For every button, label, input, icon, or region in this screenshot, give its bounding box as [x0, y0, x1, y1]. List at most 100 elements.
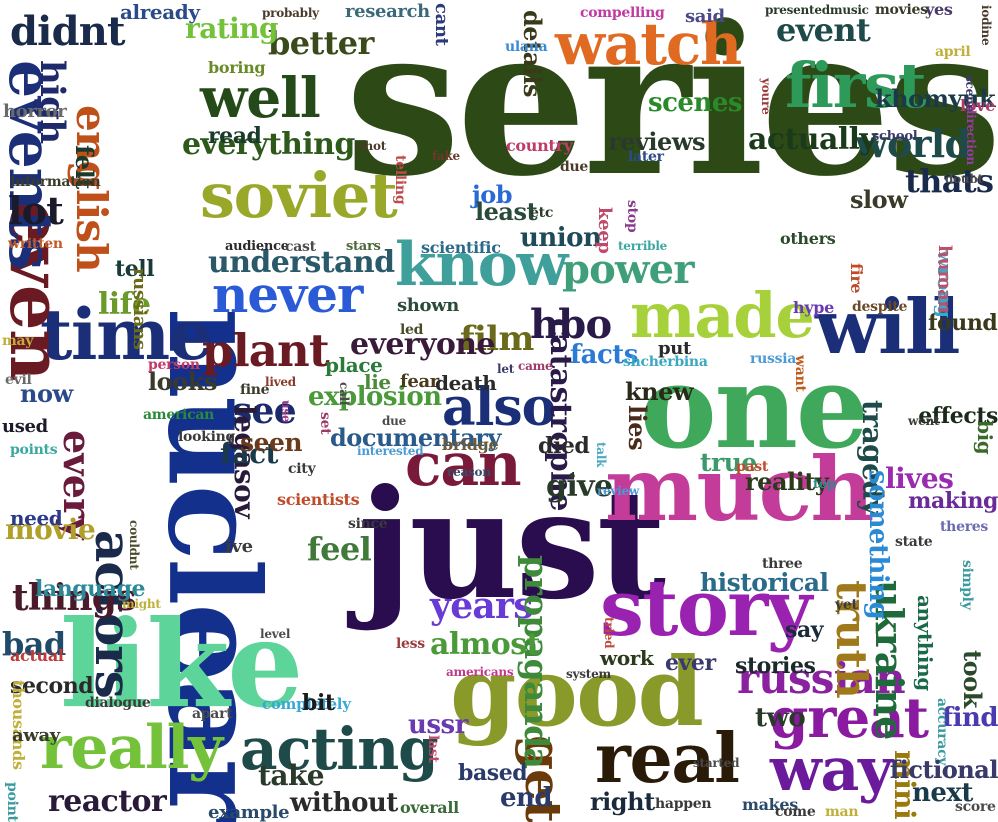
word-reactor: reactor	[48, 784, 167, 819]
word-russia: russia	[750, 351, 797, 367]
word-acting: acting	[240, 715, 439, 783]
word-couldnt: couldnt	[127, 520, 141, 570]
word-points: points	[10, 442, 58, 458]
word-fine: fine	[240, 382, 270, 398]
word-place: place	[325, 353, 383, 377]
word-shown: shown	[397, 295, 460, 316]
word-past: past	[736, 459, 769, 475]
word-fear: fear	[400, 371, 439, 392]
word-lives: lives	[885, 462, 954, 495]
word-written: written	[8, 236, 63, 252]
word-already: already	[120, 0, 200, 24]
word-ussr: ussr	[408, 710, 468, 740]
word-facts: facts	[570, 340, 638, 370]
word-world: world	[855, 121, 971, 166]
word-country: country	[506, 136, 573, 155]
word-completely: completely	[262, 695, 351, 713]
word-never: never	[212, 265, 363, 324]
word-give: give	[546, 469, 613, 504]
word-great: great	[770, 685, 929, 750]
word-know: know	[395, 230, 568, 300]
word-found: found	[928, 310, 998, 336]
word-stop: stop	[624, 200, 640, 233]
word-overall: overall	[400, 798, 459, 817]
word-ever: ever	[665, 650, 716, 676]
word-knew: knew	[625, 377, 694, 406]
word-just: just	[358, 457, 666, 633]
word-less: less	[396, 636, 425, 652]
word-last: last	[425, 735, 441, 763]
word-scientific: scientific	[421, 238, 501, 257]
word-documentary: documentary	[330, 423, 501, 452]
word-russians: russians	[129, 268, 150, 350]
word-probably: probably	[262, 6, 319, 20]
word-cast: cast	[285, 239, 316, 255]
word-didnt: didnt	[10, 8, 126, 55]
word-really: really	[40, 713, 223, 783]
word-human: human	[934, 245, 955, 314]
word-union: union	[520, 223, 602, 253]
word-watch: watch	[555, 10, 742, 78]
word-bad: bad	[2, 625, 66, 663]
word-used: used	[2, 416, 48, 437]
word-simply: simply	[959, 560, 975, 610]
word-film: film	[460, 319, 534, 359]
word-language: language	[35, 576, 146, 602]
word-three: three	[762, 556, 803, 572]
word-went: went	[908, 414, 940, 428]
word-set: set	[317, 412, 333, 435]
word-almost: almost	[430, 627, 540, 662]
word-reviews: reviews	[608, 127, 706, 156]
word-made: made	[630, 279, 815, 352]
word-something: something	[863, 470, 893, 620]
word-without: without	[290, 788, 398, 818]
word-came: came	[518, 359, 553, 373]
word-put: put	[658, 338, 691, 359]
word-ive: ive	[225, 536, 253, 557]
word-score: score	[955, 799, 996, 815]
word-much: much	[605, 437, 874, 541]
word-true: true	[700, 448, 757, 477]
word-work: work	[600, 646, 654, 670]
word-understand: understand	[208, 245, 395, 280]
word-fictional: fictional	[889, 755, 998, 784]
word-man: man	[825, 804, 859, 820]
word-died: died	[538, 433, 590, 459]
word-way: way	[770, 735, 893, 805]
word-shcherbina: shcherbina	[623, 354, 708, 370]
word-despite: despite	[852, 299, 908, 315]
word-event: event	[776, 11, 871, 49]
word-scenes: scenes	[648, 88, 743, 118]
word-yes: yes	[925, 0, 953, 19]
word-power: power	[562, 246, 694, 293]
word-makes: makes	[742, 795, 798, 814]
word-tried: tried	[602, 617, 616, 649]
word-point: point	[4, 782, 20, 822]
word-explosion: explosion	[308, 382, 442, 412]
word-seen: seen	[240, 428, 303, 457]
word-things: things	[12, 577, 136, 619]
word-looks: looks	[148, 367, 217, 396]
word-love: love	[960, 96, 995, 115]
word-fire: fire	[847, 263, 866, 294]
word-next: next	[912, 778, 973, 808]
word-presentedmusic: presentedmusic	[765, 3, 869, 17]
word-american: american	[143, 407, 215, 423]
word-everyone: everyone	[350, 327, 496, 362]
word-fictional: fictional	[889, 755, 998, 784]
word-stories: stories	[735, 653, 816, 679]
word-now: now	[20, 379, 73, 408]
word-use: use	[279, 400, 293, 423]
word-need: need	[10, 506, 63, 530]
word-city: city	[288, 461, 316, 477]
word-right: right	[590, 787, 655, 816]
word-away: away	[12, 725, 60, 746]
word-review: review	[597, 484, 640, 498]
word-might: might	[122, 597, 161, 611]
word-feel: feel	[307, 530, 372, 568]
word-take: take	[258, 759, 325, 792]
word-first: first	[785, 49, 926, 122]
word-reason: reason	[447, 465, 491, 479]
word-talk: talk	[594, 442, 608, 468]
word-horror: horror	[3, 101, 67, 122]
